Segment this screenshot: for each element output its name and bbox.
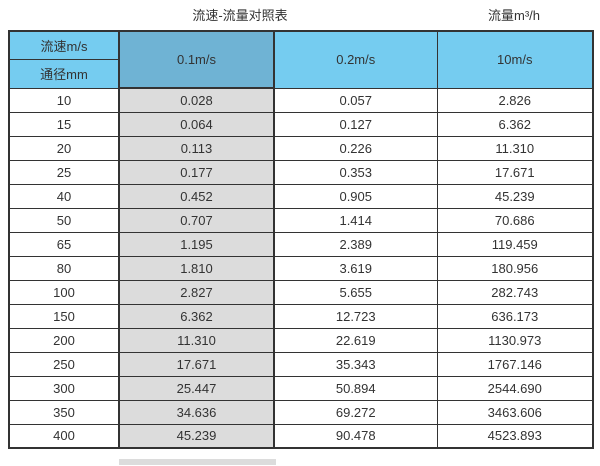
diameter-cell: 300	[8, 375, 120, 401]
value-cell: 4523.893	[436, 423, 594, 449]
value-cell: 0.905	[273, 183, 438, 209]
value-cell: 1.810	[118, 255, 275, 281]
table-row: 20 0.113 0.226 11.310	[8, 135, 594, 161]
value-cell: 0.353	[273, 159, 438, 185]
table-row: 400 45.239 90.478 4523.893	[8, 423, 594, 449]
diameter-cell: 20	[8, 135, 120, 161]
value-cell: 11.310	[118, 327, 275, 353]
value-cell: 17.671	[118, 351, 275, 377]
flow-rate-table: 流速m/s 0.1m/s 0.2m/s 10m/s 通径mm 10 0.028 …	[8, 30, 594, 449]
value-cell: 636.173	[436, 303, 594, 329]
value-cell: 1767.146	[436, 351, 594, 377]
diameter-cell: 150	[8, 303, 120, 329]
value-cell: 17.671	[436, 159, 594, 185]
diameter-cell: 15	[8, 111, 120, 137]
value-cell: 1130.973	[436, 327, 594, 353]
value-cell: 0.064	[118, 111, 275, 137]
value-cell: 50.894	[273, 375, 438, 401]
column-header-0.2ms: 0.2m/s	[273, 30, 438, 89]
table-body: 10 0.028 0.057 2.826 15 0.064 0.127 6.36…	[8, 87, 594, 449]
table-row: 150 6.362 12.723 636.173	[8, 303, 594, 329]
value-cell: 22.619	[273, 327, 438, 353]
value-cell: 0.127	[273, 111, 438, 137]
table-row: 15 0.064 0.127 6.362	[8, 111, 594, 137]
flow-unit-label: 流量m³/h	[487, 8, 540, 23]
table-row: 250 17.671 35.343 1767.146	[8, 351, 594, 377]
value-cell: 0.057	[273, 87, 438, 113]
value-cell: 3463.606	[436, 399, 594, 425]
diameter-cell: 10	[8, 87, 120, 113]
table-row: 40 0.452 0.905 45.239	[8, 183, 594, 209]
value-cell: 1.414	[273, 207, 438, 233]
column-header-10ms: 10m/s	[436, 30, 594, 89]
value-cell: 90.478	[273, 423, 438, 449]
value-cell: 0.452	[118, 183, 275, 209]
diameter-cell: 25	[8, 159, 120, 185]
value-cell: 34.636	[118, 399, 275, 425]
table-row: 25 0.177 0.353 17.671	[8, 159, 594, 185]
value-cell: 11.310	[436, 135, 594, 161]
value-cell: 2.826	[436, 87, 594, 113]
value-cell: 6.362	[118, 303, 275, 329]
table-row: 350 34.636 69.272 3463.606	[8, 399, 594, 425]
value-cell: 3.619	[273, 255, 438, 281]
value-cell: 6.362	[436, 111, 594, 137]
value-cell: 12.723	[273, 303, 438, 329]
value-cell: 2.389	[273, 231, 438, 257]
diameter-cell: 80	[8, 255, 120, 281]
value-cell: 1.195	[118, 231, 275, 257]
highlight-column-overhang	[119, 459, 276, 465]
value-cell: 5.655	[273, 279, 438, 305]
diameter-cell: 350	[8, 399, 120, 425]
page-title: 流速-流量对照表	[192, 8, 288, 23]
table-row: 200 11.310 22.619 1130.973	[8, 327, 594, 353]
corner-header-diameter: 通径mm	[8, 59, 120, 89]
value-cell: 35.343	[273, 351, 438, 377]
diameter-cell: 400	[8, 423, 120, 449]
table-row: 100 2.827 5.655 282.743	[8, 279, 594, 305]
diameter-cell: 250	[8, 351, 120, 377]
value-cell: 45.239	[436, 183, 594, 209]
diameter-cell: 40	[8, 183, 120, 209]
table-row: 300 25.447 50.894 2544.690	[8, 375, 594, 401]
value-cell: 0.707	[118, 207, 275, 233]
value-cell: 2544.690	[436, 375, 594, 401]
value-cell: 119.459	[436, 231, 594, 257]
table-row: 65 1.195 2.389 119.459	[8, 231, 594, 257]
table-row: 50 0.707 1.414 70.686	[8, 207, 594, 233]
value-cell: 2.827	[118, 279, 275, 305]
value-cell: 0.226	[273, 135, 438, 161]
diameter-cell: 50	[8, 207, 120, 233]
table-header: 流速m/s 0.1m/s 0.2m/s 10m/s 通径mm	[8, 30, 594, 89]
value-cell: 70.686	[436, 207, 594, 233]
column-header-0.1ms: 0.1m/s	[118, 30, 275, 89]
value-cell: 0.113	[118, 135, 275, 161]
value-cell: 0.028	[118, 87, 275, 113]
corner-header-velocity: 流速m/s	[8, 30, 120, 60]
value-cell: 45.239	[118, 423, 275, 449]
value-cell: 282.743	[436, 279, 594, 305]
table-row: 80 1.810 3.619 180.956	[8, 255, 594, 281]
diameter-cell: 100	[8, 279, 120, 305]
value-cell: 69.272	[273, 399, 438, 425]
diameter-cell: 65	[8, 231, 120, 257]
value-cell: 180.956	[436, 255, 594, 281]
value-cell: 25.447	[118, 375, 275, 401]
diameter-cell: 200	[8, 327, 120, 353]
value-cell: 0.177	[118, 159, 275, 185]
table-row: 10 0.028 0.057 2.826	[8, 87, 594, 113]
